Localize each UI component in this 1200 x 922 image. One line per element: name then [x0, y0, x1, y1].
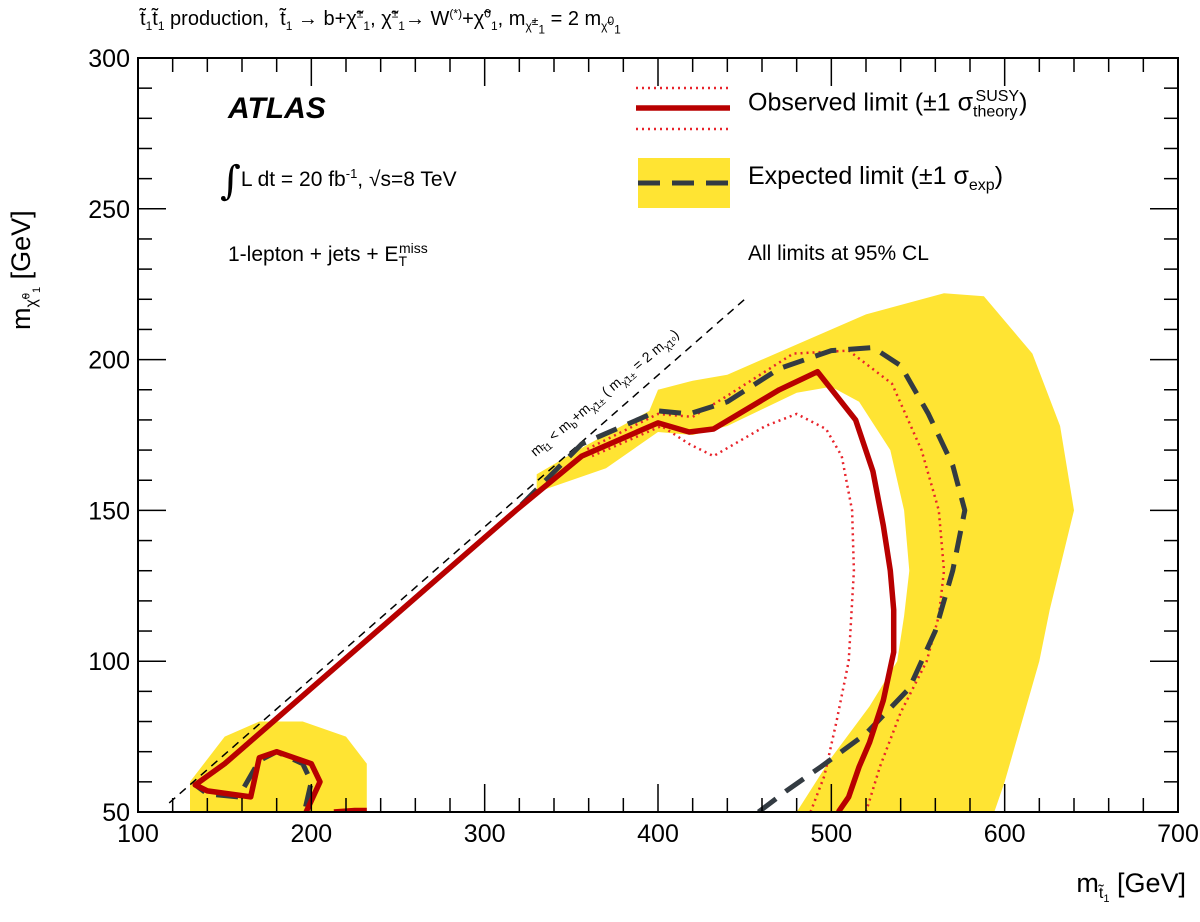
atlas-label: ATLAS: [228, 92, 326, 125]
legend-swatches: [636, 86, 730, 208]
expected-band-layer: [190, 293, 1074, 812]
x-tick-label: 300: [464, 820, 506, 848]
y-tick-label: 250: [88, 196, 130, 224]
luminosity-label: ∫L dt = 20 fb-1, √s=8 TeV: [220, 158, 457, 204]
x-tick-label: 600: [984, 820, 1026, 848]
confidence-label: All limits at 95% CL: [748, 242, 929, 265]
y-tick-label: 200: [88, 347, 130, 375]
y-tick-label: 50: [102, 799, 130, 827]
x-tick-label: 400: [637, 820, 679, 848]
expected-band-island: [190, 721, 367, 812]
x-axis-label: mt̃1 [GeV]: [1076, 868, 1186, 906]
y-axis-label: mχ̃01 [GeV]: [6, 210, 44, 330]
y-tick-label: 150: [88, 497, 130, 525]
x-tick-label: 500: [810, 820, 852, 848]
limit-lines-layer: [168, 295, 968, 812]
x-tick-label: 700: [1157, 820, 1199, 848]
series-line-0: [192, 368, 897, 812]
x-tick-label: 100: [117, 820, 159, 848]
y-tick-label: 100: [88, 648, 130, 676]
y-tick-label: 300: [88, 45, 130, 73]
title-text: t̃1t̃1 production, t̃1 → b+χ̃±1, χ̃±1→ W…: [140, 6, 621, 37]
series-line-3: [591, 412, 856, 812]
legend-observed-label: Observed limit (±1 σtheorySUSY): [748, 88, 1028, 121]
kinematic-diagonal-line: [168, 295, 749, 804]
x-tick-label: 200: [290, 820, 332, 848]
chart-title: t̃1t̃1 production, t̃1 → b+χ̃±1, χ̃±1→ W…: [140, 6, 621, 36]
expected-band-area: [536, 293, 1074, 812]
channel-label: 1-lepton + jets + ETmiss: [228, 240, 428, 270]
legend-expected-label: Expected limit (±1 σexp): [748, 162, 1004, 194]
